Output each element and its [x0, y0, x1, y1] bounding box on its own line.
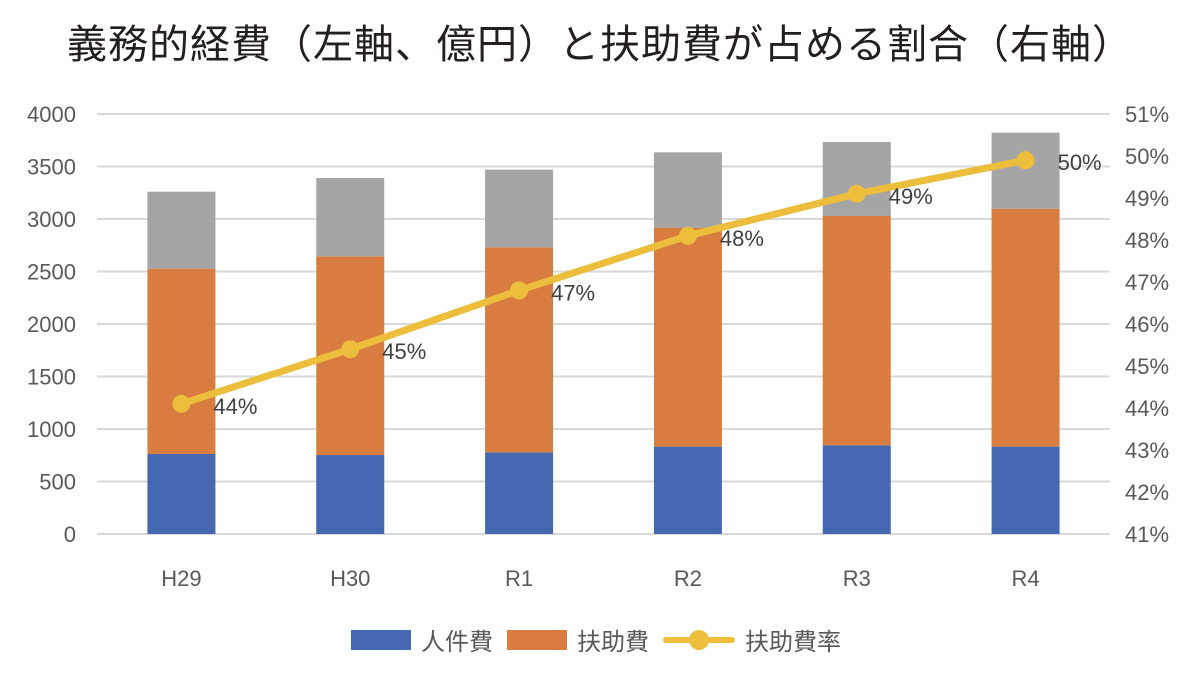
left-axis-ticks: 0 500 1000 1500 2000 2500 3000 3500 4000: [27, 102, 76, 547]
bar-H29-personnel: [147, 453, 216, 534]
right-tick-label: 50%: [1125, 144, 1169, 169]
legend-swatch-assistance: [507, 629, 567, 650]
rate-line: [172, 151, 1035, 413]
left-tick-label: 1000: [27, 417, 76, 442]
bar-R2-other: [653, 152, 722, 228]
x-tick-label: R3: [843, 566, 871, 591]
bar-R3-other: [822, 142, 891, 216]
left-tick-label: 500: [39, 470, 76, 495]
legend-item-assistance-rate: 扶助費率: [663, 622, 841, 657]
left-tick-label: 2000: [27, 312, 76, 337]
bar-R2-assistance: [653, 227, 722, 447]
bar-R2-personnel: [653, 446, 722, 534]
rate-data-label: 48%: [720, 226, 764, 251]
legend-swatch-assistance-rate: [663, 629, 735, 650]
x-axis-labels: H29 H30 R1 R2 R3 R4: [161, 566, 1039, 591]
legend-swatch-personnel: [351, 629, 411, 650]
legend-label-assistance: 扶助費: [577, 628, 649, 656]
legend-item-assistance: 扶助費: [507, 622, 649, 657]
rate-point-R3: [847, 184, 866, 203]
rate-data-label: 44%: [213, 394, 257, 419]
rate-point-R4: [1016, 151, 1035, 170]
right-tick-label: 42%: [1125, 480, 1169, 505]
legend-label-assistance-rate: 扶助費率: [745, 628, 841, 656]
left-tick-label: 3000: [27, 207, 76, 232]
right-tick-label: 43%: [1125, 438, 1169, 463]
bar-R3-personnel: [822, 445, 891, 534]
bar-R1-other: [485, 169, 554, 248]
right-tick-label: 45%: [1125, 354, 1169, 379]
rate-point-R1: [510, 281, 529, 300]
left-tick-label: 2500: [27, 260, 76, 285]
chart-title: 義務的経費（左軸、億円）と扶助費が占める割合（右軸）: [67, 22, 1133, 68]
right-tick-label: 47%: [1125, 270, 1169, 295]
bar-R4-personnel: [991, 446, 1060, 534]
bar-H29-assistance: [147, 268, 216, 454]
bar-H30-personnel: [316, 455, 385, 534]
rate-data-label: 47%: [551, 280, 595, 305]
right-tick-label: 51%: [1125, 102, 1169, 127]
x-tick-label: R2: [674, 566, 702, 591]
right-tick-label: 49%: [1125, 186, 1169, 211]
right-tick-label: 44%: [1125, 396, 1169, 421]
rate-point-H30: [341, 340, 360, 359]
bar-H30-other: [316, 178, 385, 257]
bar-R4-assistance: [991, 208, 1060, 447]
left-tick-label: 0: [64, 522, 76, 547]
legend-label-personnel: 人件費: [421, 628, 493, 656]
rate-point-R2: [678, 226, 697, 245]
data-labels: 44% 45% 47% 48% 49% 50%: [213, 150, 1101, 419]
x-tick-label: R4: [1012, 566, 1040, 591]
x-tick-label: H29: [161, 566, 201, 591]
right-tick-label: 48%: [1125, 228, 1169, 253]
legend: 人件費 扶助費 扶助費率: [0, 622, 1200, 657]
bar-R1-assistance: [485, 247, 554, 453]
rate-data-label: 49%: [889, 184, 933, 209]
bar-R1-personnel: [485, 452, 554, 534]
rate-point-H29: [172, 394, 191, 413]
legend-item-personnel: 人件費: [351, 622, 493, 657]
rate-data-label: 45%: [382, 339, 426, 364]
right-tick-label: 46%: [1125, 312, 1169, 337]
rate-line-path: [177, 156, 1030, 408]
left-tick-label: 4000: [27, 102, 76, 127]
x-tick-label: H30: [330, 566, 370, 591]
bar-R4-other: [991, 132, 1060, 209]
bar-H29-other: [147, 191, 216, 269]
right-tick-label: 41%: [1125, 522, 1169, 547]
bar-R3-assistance: [822, 215, 891, 446]
right-axis-ticks: 41% 42% 43% 44% 45% 46% 47% 48% 49% 50% 51%: [1125, 102, 1169, 547]
x-tick-label: R1: [505, 566, 533, 591]
left-tick-label: 1500: [27, 365, 76, 390]
left-tick-label: 3500: [27, 155, 76, 180]
rate-data-label: 50%: [1058, 150, 1102, 175]
